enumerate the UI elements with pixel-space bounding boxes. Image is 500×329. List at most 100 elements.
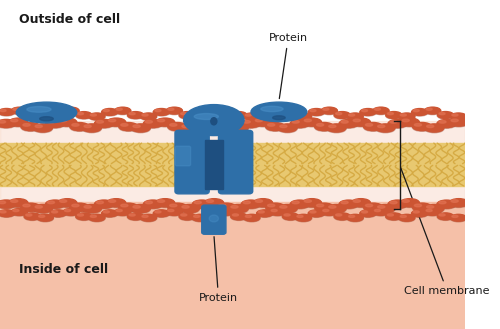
Ellipse shape	[316, 124, 324, 126]
Ellipse shape	[270, 108, 286, 114]
Ellipse shape	[400, 199, 419, 207]
Ellipse shape	[341, 201, 348, 204]
Ellipse shape	[206, 110, 212, 112]
Ellipse shape	[304, 200, 312, 202]
Ellipse shape	[168, 122, 187, 131]
Ellipse shape	[192, 119, 212, 128]
Ellipse shape	[121, 124, 128, 126]
Ellipse shape	[243, 120, 250, 123]
Ellipse shape	[27, 107, 51, 112]
Ellipse shape	[114, 209, 130, 215]
Ellipse shape	[232, 214, 238, 216]
Ellipse shape	[21, 204, 40, 212]
Ellipse shape	[142, 114, 148, 116]
Ellipse shape	[9, 118, 28, 126]
Ellipse shape	[348, 215, 354, 217]
Ellipse shape	[246, 114, 252, 116]
Bar	[0, 202, 465, 329]
Ellipse shape	[102, 109, 118, 115]
Ellipse shape	[424, 205, 444, 213]
Ellipse shape	[364, 204, 383, 212]
Ellipse shape	[323, 108, 329, 110]
Ellipse shape	[271, 108, 277, 110]
Ellipse shape	[170, 124, 177, 126]
Ellipse shape	[13, 108, 19, 110]
Ellipse shape	[155, 110, 161, 112]
Ellipse shape	[364, 123, 383, 131]
Ellipse shape	[412, 122, 432, 131]
Ellipse shape	[302, 199, 322, 207]
Ellipse shape	[297, 215, 303, 217]
Ellipse shape	[242, 200, 260, 208]
Ellipse shape	[373, 209, 389, 215]
Ellipse shape	[290, 120, 310, 128]
Ellipse shape	[280, 125, 287, 128]
Ellipse shape	[451, 200, 458, 202]
Ellipse shape	[205, 210, 221, 217]
Ellipse shape	[94, 120, 114, 128]
Ellipse shape	[412, 109, 428, 116]
Ellipse shape	[339, 119, 358, 128]
Ellipse shape	[153, 109, 170, 116]
Ellipse shape	[450, 113, 466, 120]
Ellipse shape	[58, 199, 76, 207]
Ellipse shape	[302, 199, 322, 208]
Ellipse shape	[182, 206, 189, 208]
Ellipse shape	[121, 204, 128, 207]
Ellipse shape	[50, 211, 66, 217]
Ellipse shape	[292, 120, 299, 123]
Ellipse shape	[450, 199, 468, 207]
Ellipse shape	[0, 211, 6, 213]
Ellipse shape	[362, 211, 368, 213]
Ellipse shape	[128, 213, 144, 220]
Ellipse shape	[314, 203, 334, 211]
Ellipse shape	[217, 122, 236, 131]
Ellipse shape	[268, 204, 274, 207]
Ellipse shape	[437, 120, 456, 128]
Ellipse shape	[180, 124, 199, 132]
Ellipse shape	[26, 214, 32, 216]
Ellipse shape	[23, 204, 30, 207]
Ellipse shape	[282, 112, 299, 119]
Ellipse shape	[366, 204, 372, 207]
Ellipse shape	[376, 205, 395, 213]
Ellipse shape	[24, 112, 40, 119]
Ellipse shape	[118, 123, 138, 131]
Ellipse shape	[11, 209, 28, 216]
Ellipse shape	[229, 205, 248, 213]
Ellipse shape	[128, 214, 144, 220]
Ellipse shape	[107, 118, 126, 126]
Ellipse shape	[366, 124, 372, 126]
Ellipse shape	[386, 213, 402, 220]
Ellipse shape	[216, 204, 236, 212]
Ellipse shape	[231, 206, 238, 208]
Ellipse shape	[295, 215, 312, 222]
Ellipse shape	[229, 124, 248, 132]
Ellipse shape	[388, 119, 407, 128]
Ellipse shape	[84, 206, 91, 208]
Ellipse shape	[256, 109, 273, 115]
Ellipse shape	[96, 120, 103, 123]
Ellipse shape	[0, 201, 6, 204]
Ellipse shape	[256, 211, 273, 217]
Ellipse shape	[258, 110, 264, 112]
Ellipse shape	[302, 118, 322, 126]
Ellipse shape	[156, 118, 174, 126]
Ellipse shape	[102, 109, 118, 116]
Ellipse shape	[347, 113, 363, 120]
Ellipse shape	[230, 112, 247, 119]
Ellipse shape	[388, 201, 407, 209]
Ellipse shape	[72, 204, 79, 207]
Ellipse shape	[0, 211, 14, 217]
Text: Protein: Protein	[199, 237, 238, 303]
Ellipse shape	[413, 211, 419, 213]
Bar	[204, 140, 223, 189]
Ellipse shape	[261, 106, 283, 112]
Ellipse shape	[192, 114, 208, 120]
Ellipse shape	[180, 214, 187, 216]
Ellipse shape	[339, 200, 358, 208]
Ellipse shape	[451, 119, 458, 122]
Ellipse shape	[314, 204, 334, 212]
Ellipse shape	[412, 210, 428, 217]
FancyBboxPatch shape	[218, 130, 252, 194]
